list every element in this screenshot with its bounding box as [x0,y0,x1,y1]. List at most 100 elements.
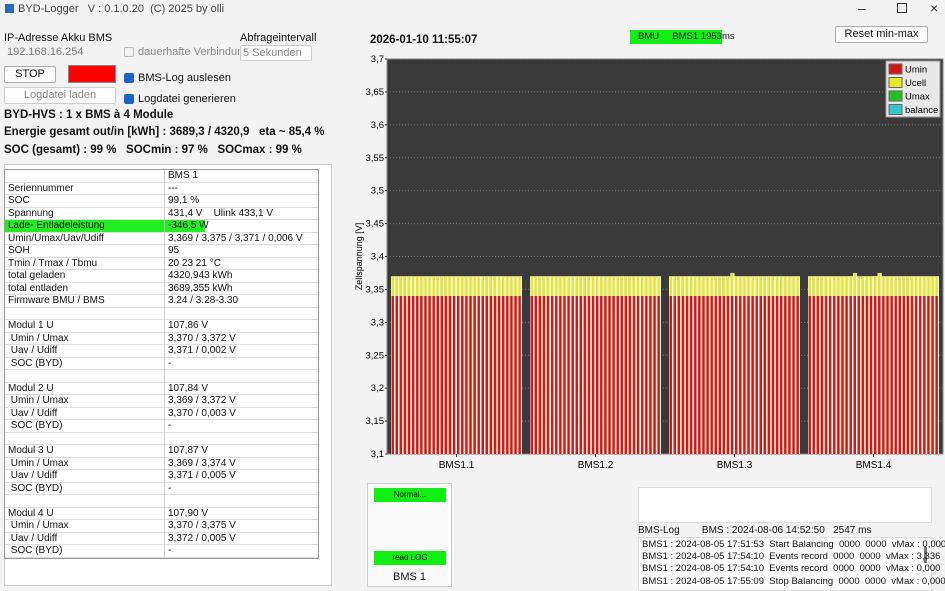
table-cell: 107,84 V [164,382,208,395]
table-cell: SOH [8,245,30,256]
table-cell: total geladen [8,270,66,281]
cell-bar [914,296,918,454]
y-tick-label: 3,35 [366,284,385,295]
table-cell: 95 [164,245,179,257]
cell-bar [910,296,914,454]
table-cell: SOC (BYD) [8,482,63,494]
table-row: Umin / Umax 3,370 / 3,375 V [5,520,318,533]
table-cell: Lade- Entladeleistung [8,220,105,231]
cell-bar [571,296,574,454]
minimize[interactable]: – [858,0,866,16]
y-tick-label: 3,3 [371,317,384,328]
maximize[interactable] [897,3,907,13]
table-cell: 3,369 / 3,374 V [164,457,236,470]
chart: Zellspannung [V] 3,1 3,15 3,2 3,25 3,3 3,35 3,4… [355,54,944,471]
gen-log-label: Logdatei generieren [138,93,236,105]
log-header: BMS-Log BMS : 2024-08-06 14:52:50 2547 m… [638,525,872,536]
cell-bar [645,296,648,454]
table-row: SOC (BYD) - [5,420,318,433]
legend-label: Umin [905,65,927,76]
cell-bar [657,296,660,454]
cell-bar [465,296,468,454]
cell-bar [673,296,677,454]
cell-bar [395,296,399,454]
table-cell: Modul 3 U [8,445,54,456]
cell-bar [747,296,750,454]
table-row: Lade- Entladeleistung -346,5 W [5,220,318,233]
close[interactable]: × [930,0,939,16]
y-tick-label: 3,65 [366,87,385,98]
cell-bar [391,296,394,454]
stop-button[interactable]: STOP [4,66,56,83]
cell-bar [546,296,550,454]
table-cell: Uav / Udiff [8,470,58,481]
cell-bar [612,296,615,454]
cell-bar [514,296,517,454]
table-cell-empty [164,432,168,445]
cell-bar [444,296,448,454]
cell-bar [927,296,930,454]
cell-bar [649,296,652,454]
cell-bar [432,296,435,454]
load-log-button[interactable]: Logdatei laden [4,87,116,104]
cell-bar [853,296,856,454]
cell-bar [833,296,836,454]
reset-button[interactable]: Reset min-max [835,26,928,43]
table-cell: Modul 2 U [8,382,54,394]
table-cell: 107,90 V [164,507,208,520]
cell-bar [837,296,840,454]
cell-bar [452,296,456,454]
table-cell: SOC [8,195,30,206]
cell-bar [411,296,415,454]
cell-bar [890,296,893,454]
y-tick-label: 3,45 [366,219,385,230]
cell-bar [796,296,799,454]
cell-bar [600,296,603,454]
cell-bar [579,296,583,454]
cell-bar [931,296,934,454]
cell-bar [681,296,685,454]
cell-bar [461,296,464,454]
cell-bar [845,296,848,454]
table-cell: Umin / Umax [8,457,69,469]
cell-bar [538,296,542,454]
table-cell: - [164,482,171,495]
persistent-checkbox[interactable] [124,47,134,57]
log-scrollbar[interactable] [924,547,927,563]
table-row: Spannung 431,4 V Ulink 433,1 V [5,207,318,220]
interval-label: Abfrageintervall [240,32,317,44]
y-tick-label: 3,1 [371,449,384,460]
bms-state: Normal... [374,488,446,502]
table-row: Modul 1 U 107,86 V [5,320,318,333]
title-bar [0,0,945,19]
status-indicator [68,65,116,83]
table-cell: 107,86 V [164,320,208,332]
cell-bar [502,296,505,454]
cell-bar [824,296,828,454]
x-tick-label: BMS1.2 [578,460,614,471]
table-cell: --- [164,182,178,195]
table-row: Umin / Umax 3,370 / 3,372 V [5,332,318,345]
table-row: Uav / Udiff 3,370 / 0,003 V [5,407,318,420]
interval-select[interactable]: 5 Sekunden [240,45,312,61]
table-cell-empty [164,495,168,507]
table-cell-empty [164,307,168,320]
cell-bar [685,296,689,454]
table-cell: 3,370 / 3,375 V [164,520,236,532]
table-cell: 3689,355 kWh [164,282,233,295]
y-tick-label: 3,5 [371,186,384,197]
ip-input[interactable]: 192.168.16.254 [7,46,84,58]
bms-name: BMS 1 [392,571,426,583]
cell-bar [440,296,444,454]
bms-log-checkbox[interactable] [124,73,134,83]
table-cell: Spannung [8,207,54,219]
cell-bar [763,296,767,454]
cell-bar [820,296,824,454]
cell-bar [428,296,431,454]
timestamp: 2026-01-10 11:55:07 [370,34,478,46]
cell-bar [775,296,779,454]
gen-log-checkbox[interactable] [124,94,134,104]
cell-bar [759,296,763,454]
cell-bar [886,296,889,454]
table-cell: 3.24 / 3.28-3.30 [164,295,238,307]
